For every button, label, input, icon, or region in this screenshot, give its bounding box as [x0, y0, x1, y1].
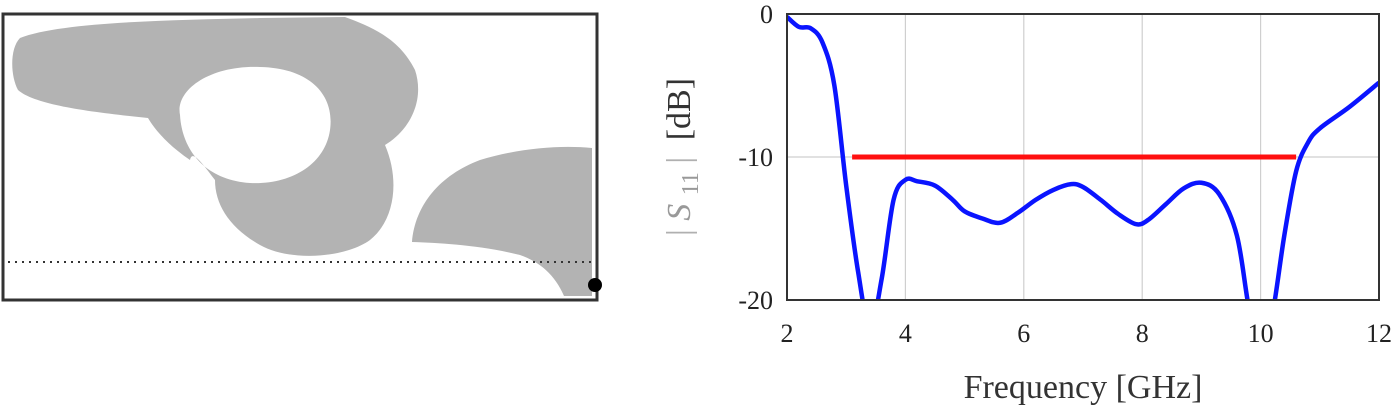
x-tick-label: 4 — [899, 319, 912, 348]
y-label-bar-right: | — [661, 157, 698, 164]
antenna-layout-panel — [1, 12, 602, 302]
s11-curve — [787, 15, 1379, 300]
y-tick-label: -10 — [738, 143, 773, 172]
x-tick-label: 6 — [1017, 319, 1030, 348]
radiator-upper-patch — [12, 17, 419, 256]
feed-point — [588, 278, 602, 292]
y-label-symbol: S — [661, 204, 698, 221]
x-tick-label: 12 — [1366, 319, 1392, 348]
x-tick-label: 2 — [781, 319, 794, 348]
plot-frame — [786, 13, 1380, 301]
y-label-subscript: 11 — [678, 172, 704, 195]
y-tick-label: 0 — [760, 0, 773, 29]
y-axis-label: | S 11 | [dB] — [661, 78, 706, 236]
x-tick-label: 8 — [1136, 319, 1149, 348]
y-label-bar-left: | — [661, 229, 698, 236]
y-tick-label: -20 — [738, 286, 773, 315]
tick-labels: 2 4 6 8 10 12 0 -10 -20 — [738, 0, 1392, 348]
s11-chart: 2 4 6 8 10 12 0 -10 -20 Frequency [GHz] | S 11 |… — [661, 0, 1392, 406]
svg-text:| S 11: | S 11 | [dB] — [661, 78, 706, 236]
x-axis-label: Frequency [GHz] — [964, 369, 1203, 406]
x-tick-label: 10 — [1248, 319, 1274, 348]
chart-series — [787, 15, 1379, 300]
y-label-unit: [dB] — [661, 78, 698, 140]
radiator-lower-patch — [412, 146, 592, 296]
